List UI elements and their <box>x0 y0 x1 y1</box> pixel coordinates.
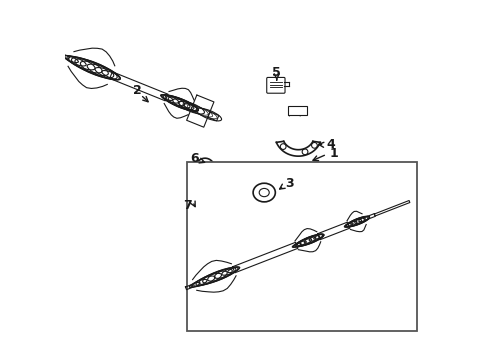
Text: 2: 2 <box>132 84 141 97</box>
Text: 6: 6 <box>190 152 198 165</box>
Text: 4: 4 <box>325 138 334 150</box>
Text: 5: 5 <box>272 66 281 79</box>
Bar <box>187 162 416 330</box>
Bar <box>287 107 306 116</box>
Text: 7: 7 <box>183 199 191 212</box>
Text: 1: 1 <box>329 147 338 159</box>
Text: 3: 3 <box>285 177 293 190</box>
FancyBboxPatch shape <box>266 77 285 93</box>
